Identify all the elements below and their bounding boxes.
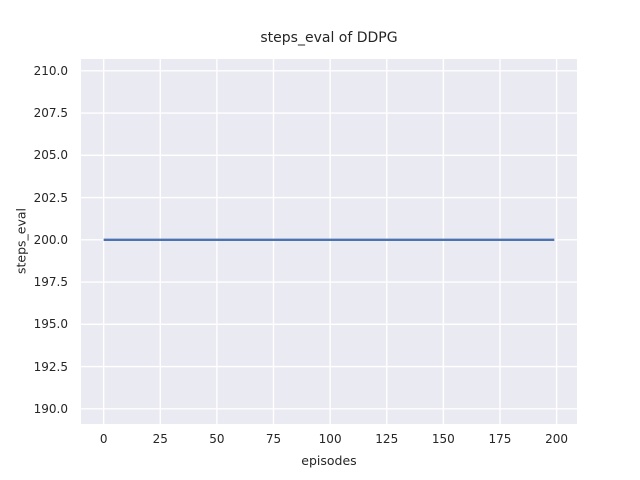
x-tick-label: 100 [318,432,342,446]
x-tick-label: 175 [488,432,512,446]
y-tick-label: 200.0 [33,232,68,247]
y-tick-label: 197.5 [33,275,68,290]
x-tick-label: 50 [209,432,225,446]
plot-background [81,59,577,424]
y-tick-label: 210.0 [33,63,68,78]
x-tick-label: 150 [431,432,455,446]
y-tick-label: 202.5 [33,190,68,205]
y-tick-label: 205.0 [33,148,68,163]
x-axis-label: episodes [301,453,357,468]
plot-area [81,59,577,424]
chart-title: steps_eval of DDPG [260,30,398,46]
y-axis-ticks: 190.0 192.5 195.0 197.5 200.0 202.5 205.0 207.5… [0,59,68,424]
y-tick-label: 192.5 [33,359,68,374]
x-tick-label: 0 [99,432,108,446]
x-tick-label: 200 [545,432,569,446]
x-tick-label: 125 [375,432,399,446]
plot-canvas [81,59,577,424]
x-tick-label: 25 [152,432,168,446]
x-axis-ticks: 0 25 50 75 100 125 150 175 200 [81,432,577,448]
y-tick-label: 207.5 [33,106,68,121]
y-tick-label: 190.0 [33,401,68,416]
x-tick-label: 75 [265,432,282,446]
y-tick-label: 195.0 [33,317,68,332]
